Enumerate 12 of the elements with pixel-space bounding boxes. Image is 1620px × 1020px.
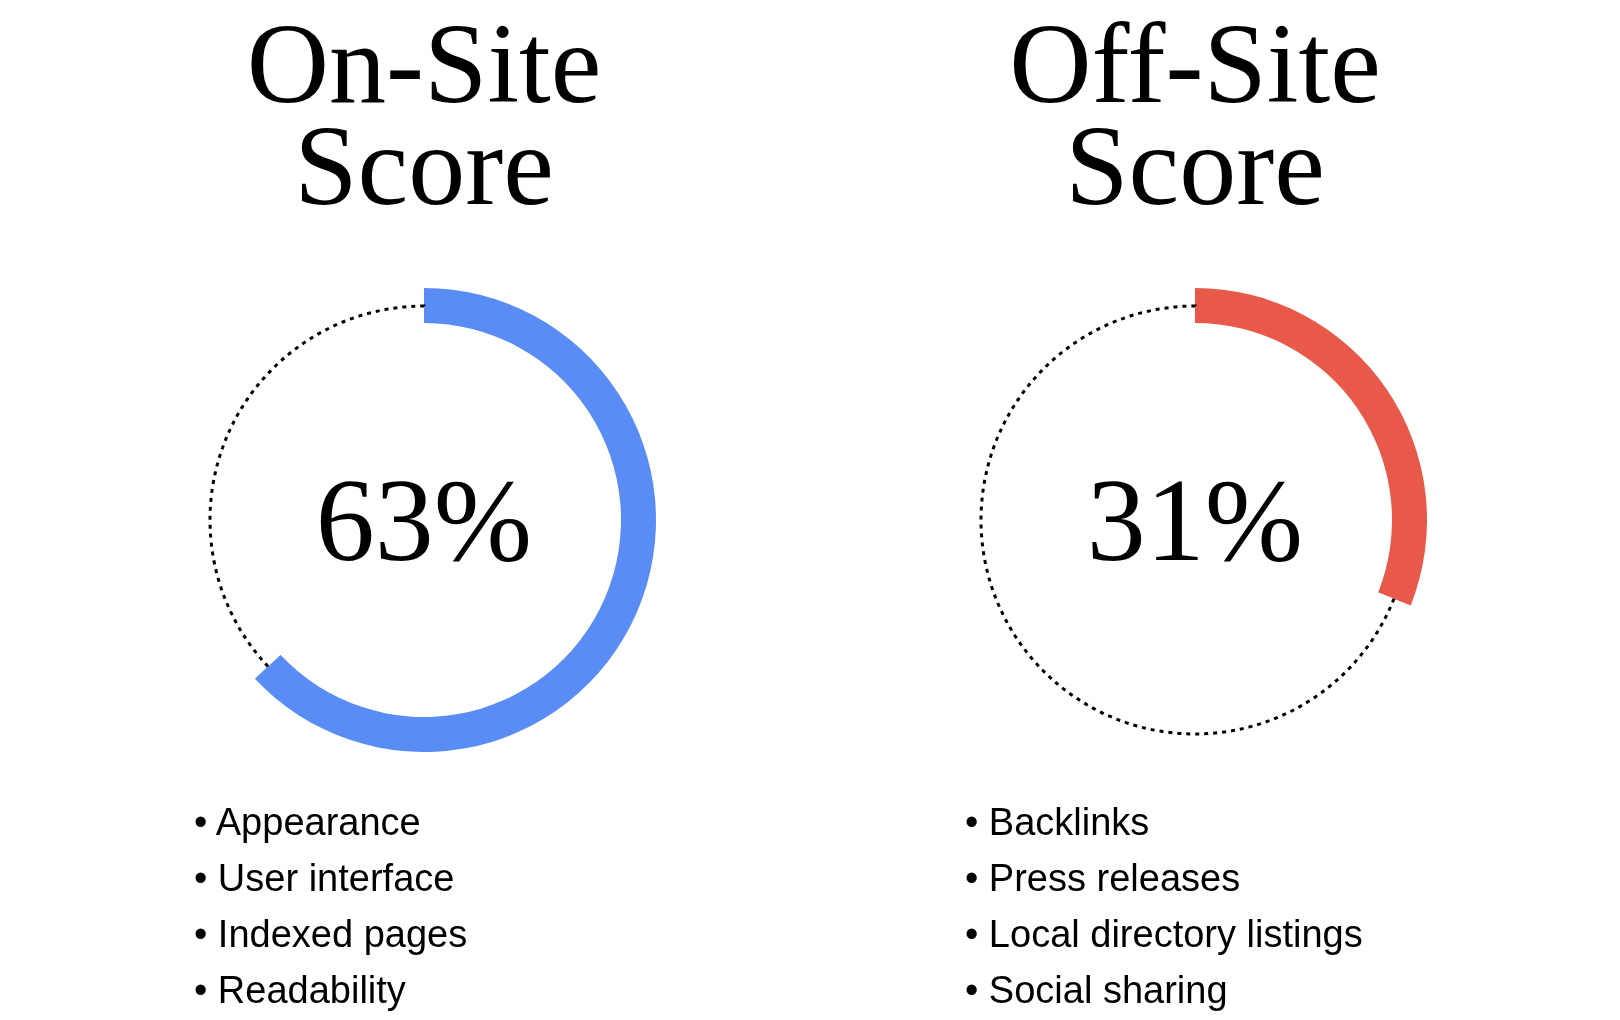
text: • Local directory listings	[965, 913, 1363, 955]
chart-title: On-Site Score	[246, 0, 602, 229]
text: • Indexed pages	[194, 913, 468, 955]
text: 63%	[315, 455, 533, 586]
text: • Readability	[194, 969, 406, 1011]
text: • Appearance	[194, 801, 421, 843]
text: • Social sharing	[965, 969, 1228, 1011]
text: 31%	[1086, 455, 1304, 586]
text: • Backlinks	[965, 801, 1150, 843]
text: • User interface	[194, 857, 455, 899]
text: • Press releases	[965, 857, 1241, 899]
chart-title: Off-Site Score	[1009, 0, 1381, 229]
